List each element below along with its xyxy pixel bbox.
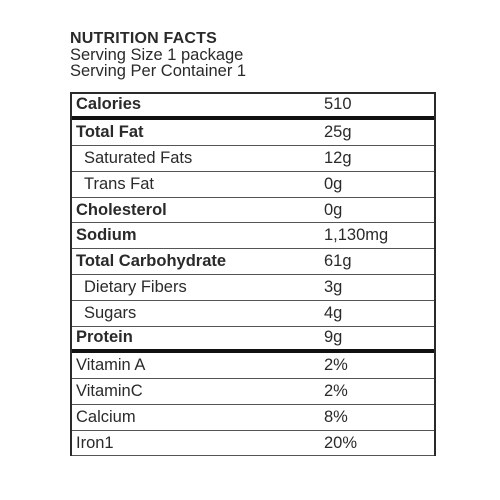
nutrition-table: Calories 510 Total Fat 25g Saturated Fat… — [70, 92, 436, 457]
table-row-total-fat: Total Fat 25g — [72, 120, 434, 146]
nutrient-label: VitaminC — [76, 381, 143, 400]
nutrient-label: Protein — [76, 328, 133, 347]
nutrition-header: NUTRITION FACTS Serving Size 1 package S… — [70, 30, 440, 79]
nutrient-label: Cholesterol — [76, 200, 167, 219]
table-row-iron: Iron1 20% — [72, 431, 434, 457]
table-row-sodium: Sodium 1,130mg — [72, 223, 434, 250]
nutrient-label: Total Fat — [76, 122, 144, 141]
nutrient-label: Saturated Fats — [84, 148, 193, 167]
nutrient-value: 2% — [324, 355, 348, 374]
nutrient-label: Vitamin A — [76, 355, 146, 374]
nutrient-value: 12g — [324, 148, 352, 167]
nutrient-value: 8% — [324, 407, 348, 426]
serving-per-container: Serving Per Container 1 — [70, 62, 247, 80]
nutrient-value: 61g — [324, 252, 352, 271]
table-row-cholesterol: Cholesterol 0g — [72, 198, 434, 224]
table-row-vitamin-a: Vitamin A 2% — [72, 353, 434, 379]
nutrient-value: 4g — [324, 304, 343, 323]
nutrient-value: 2% — [324, 381, 348, 400]
table-row-protein: Protein 9g — [72, 327, 434, 353]
nutrient-value: 510 — [324, 95, 352, 114]
nutrition-title: NUTRITION FACTS — [70, 30, 217, 47]
table-row-calcium: Calcium 8% — [72, 405, 434, 431]
table-row-sugars: Sugars 4g — [72, 301, 434, 328]
table-row-calories: Calories 510 — [72, 94, 434, 120]
nutrient-value: 3g — [324, 278, 343, 297]
nutrient-label: Trans Fat — [84, 174, 154, 193]
nutrient-label: Calories — [76, 95, 142, 114]
table-row-vitamin-c: VitaminC 2% — [72, 379, 434, 405]
nutrient-value: 0g — [324, 200, 343, 219]
nutrient-value: 25g — [324, 122, 352, 141]
nutrient-label: Iron1 — [76, 433, 114, 452]
serving-size: Serving Size 1 package — [70, 46, 244, 64]
table-row-dietary-fibers: Dietary Fibers 3g — [72, 275, 434, 302]
nutrient-label: Calcium — [76, 407, 136, 426]
table-row-trans-fat: Trans Fat 0g — [72, 172, 434, 198]
nutrient-label: Sugars — [84, 304, 137, 323]
table-row-saturated-fats: Saturated Fats 12g — [72, 146, 434, 172]
nutrient-label: Sodium — [76, 226, 137, 245]
nutrient-label: Dietary Fibers — [84, 278, 187, 297]
nutrient-value: 1,130mg — [324, 226, 389, 245]
nutrient-value: 9g — [324, 328, 343, 347]
table-row-total-carbohydrate: Total Carbohydrate 61g — [72, 249, 434, 276]
nutrient-label: Total Carbohydrate — [76, 252, 227, 271]
nutrient-value: 20% — [324, 433, 358, 452]
nutrient-value: 0g — [324, 174, 343, 193]
